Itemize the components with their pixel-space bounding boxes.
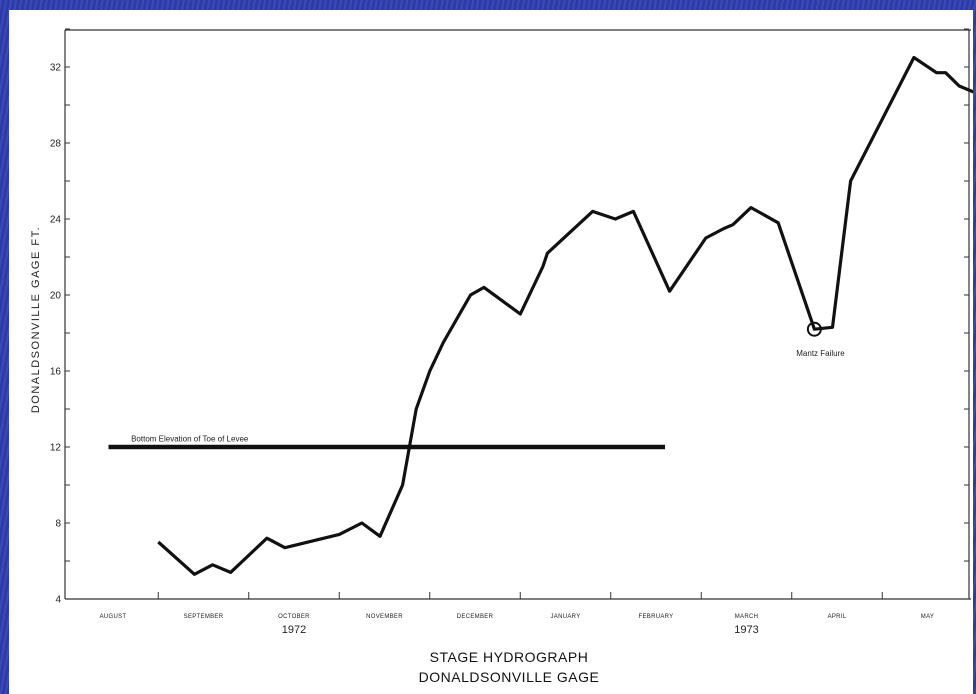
hydrograph-chart: 4 8 12 16 20 24 28 32 AUGUST SEPTEMBER OCTOBER NOV… [30,28,973,685]
y-tick-label: 8 [55,519,61,530]
x-tick-label: DECEMBER [457,614,494,620]
chart-subtitle: DONALDSONVILLE GAGE [419,669,600,685]
stage-series-line [157,55,973,576]
y-ticks: 4 8 12 16 20 24 28 32 [50,28,969,606]
x-tick-label: AUGUST [100,614,127,620]
series-lines [108,55,973,576]
annotations: Bottom Elevation of Toe of Levee Mantz Fa… [131,321,845,443]
x-tick-label: FEBRUARY [639,614,674,620]
y-axis-label: DONALDSONVILLE GAGE FT. [30,226,42,413]
x-tick-label: OCTOBER [278,614,310,620]
y-tick-label: 24 [50,215,62,226]
levee-annotation: Bottom Elevation of Toe of Levee [131,434,249,443]
year-label: 1972 [282,624,306,636]
y-tick-label: 4 [55,595,61,606]
x-tick-label: JANUARY [551,614,581,620]
year-label: 1973 [734,624,758,636]
x-ticks: AUGUST SEPTEMBER OCTOBER NOVEMBER DECEMBER JA… [100,592,934,636]
x-tick-label: MAY [921,614,934,620]
x-tick-label: MARCH [735,614,759,620]
x-tick-label: APRIL [828,614,847,620]
plot-axes [64,29,971,600]
chart-title: STAGE HYDROGRAPH [430,649,589,665]
y-tick-label: 32 [50,63,62,74]
x-tick-label: NOVEMBER [366,614,403,620]
failure-annotation: Mantz Failure [796,349,845,358]
y-tick-label: 28 [50,139,62,150]
x-tick-label: SEPTEMBER [184,614,224,620]
chart-frame: 4 8 12 16 20 24 28 32 AUGUST SEPTEMBER OCTOBER NOV… [9,10,973,694]
failure-marker-circle [806,321,822,337]
y-tick-label: 16 [50,367,62,378]
y-tick-label: 20 [50,291,62,302]
y-tick-label: 12 [50,443,62,454]
